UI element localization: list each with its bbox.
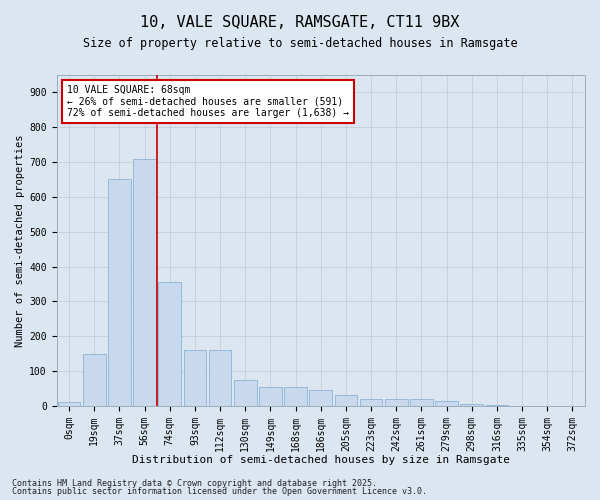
Bar [83,354,106,406]
X-axis label: Distribution of semi-detached houses by size in Ramsgate: Distribution of semi-detached houses by … [132,455,510,465]
Text: Contains public sector information licensed under the Open Government Licence v3: Contains public sector information licen… [12,487,427,496]
Bar [58,402,80,406]
Y-axis label: Number of semi-detached properties: Number of semi-detached properties [15,134,25,346]
Bar [234,380,257,406]
Bar [184,350,206,406]
Bar [310,390,332,406]
Bar [335,396,357,406]
Bar [410,399,433,406]
Text: 10, VALE SQUARE, RAMSGATE, CT11 9BX: 10, VALE SQUARE, RAMSGATE, CT11 9BX [140,15,460,30]
Bar [360,399,382,406]
Bar [284,386,307,406]
Bar [435,400,458,406]
Text: Size of property relative to semi-detached houses in Ramsgate: Size of property relative to semi-detach… [83,38,517,51]
Bar [158,282,181,406]
Bar [209,350,232,406]
Text: Contains HM Land Registry data © Crown copyright and database right 2025.: Contains HM Land Registry data © Crown c… [12,478,377,488]
Bar [133,158,156,406]
Bar [485,405,508,406]
Text: 10 VALE SQUARE: 68sqm
← 26% of semi-detached houses are smaller (591)
72% of sem: 10 VALE SQUARE: 68sqm ← 26% of semi-deta… [67,85,349,118]
Bar [259,386,282,406]
Bar [385,399,407,406]
Bar [460,404,483,406]
Bar [108,180,131,406]
